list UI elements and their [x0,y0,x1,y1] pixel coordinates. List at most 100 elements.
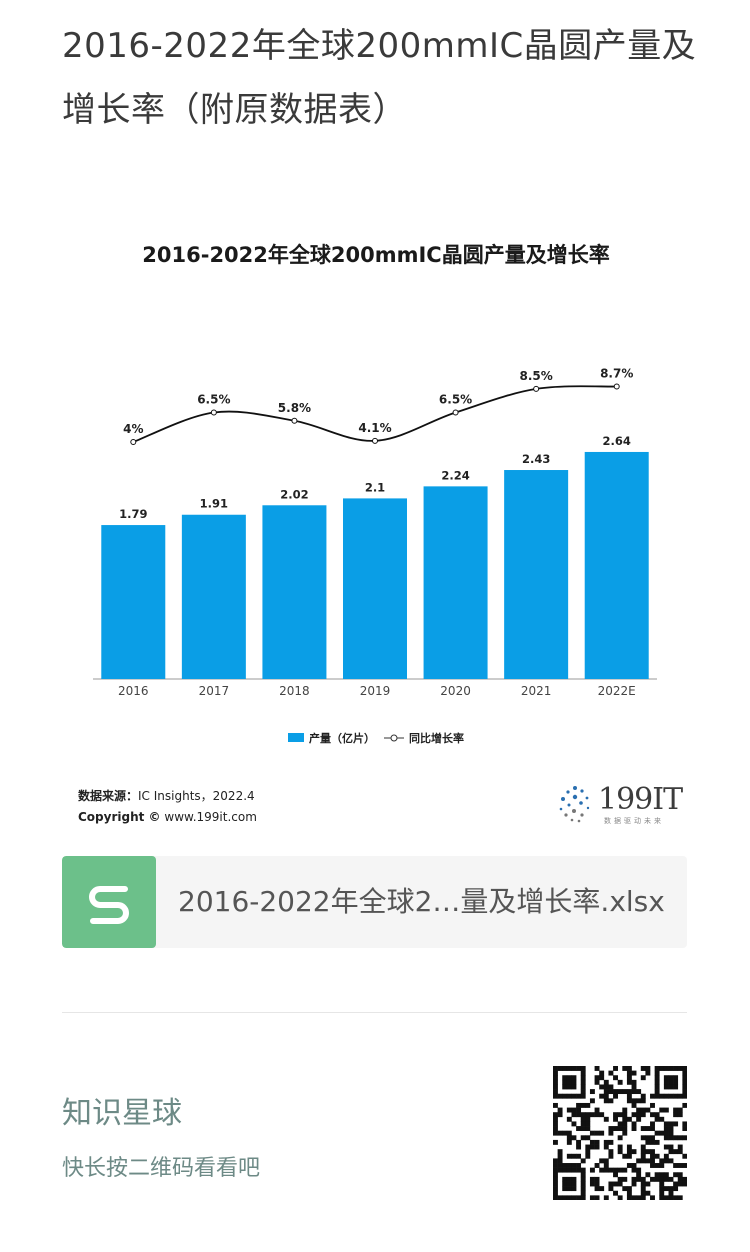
qr-module [603,1089,609,1095]
qr-module [663,1144,669,1150]
qr-module [663,1135,669,1141]
qr-module [589,1144,595,1150]
qr-module [645,1149,651,1155]
qr-module [636,1158,642,1164]
qr-module [640,1158,646,1164]
qr-module [553,1112,558,1118]
qr-module [640,1107,646,1113]
qr-module [553,1102,558,1108]
qr-module [603,1079,609,1085]
qr-module [576,1167,582,1173]
qr-module [631,1070,637,1076]
qr-module [650,1149,655,1155]
qr-module [654,1070,660,1076]
qr-module [571,1181,577,1187]
qr-module [580,1121,586,1127]
bar-value-label: 2.02 [280,487,308,501]
qr-module [594,1079,600,1085]
qr-module [571,1195,577,1200]
growth-point [291,417,298,424]
qr-module [585,1144,591,1150]
qr-module [562,1176,568,1182]
source-text: IC Insights，2022.4 [138,789,255,803]
qr-module [617,1195,623,1200]
qr-module [566,1153,572,1159]
qr-module [682,1075,687,1081]
qr-module [677,1066,683,1071]
qr-module [553,1167,558,1173]
qr-module [603,1098,609,1104]
x-tick-label: 2017 [199,684,230,698]
attachment-filename[interactable]: 2016-2022年全球2…量及增长率.xlsx [178,885,665,918]
qr-module [553,1093,558,1099]
qr-module [668,1144,674,1150]
qr-module [576,1107,582,1113]
attachment-card[interactable]: 2016-2022年全球2…量及增长率.xlsx [62,856,687,948]
qr-module [650,1139,655,1145]
qr-module [626,1066,632,1071]
qr-module [636,1089,642,1095]
qr-module [622,1121,628,1127]
chart-title: 2016-2022年全球200mmIC晶圆产量及增长率 [142,243,609,267]
qr-module [566,1163,572,1168]
qr-module [608,1186,614,1192]
qr-module [576,1112,582,1118]
qr-module [673,1121,679,1127]
qr-module [580,1126,586,1131]
qr-module [566,1167,572,1173]
qr-module [673,1112,679,1118]
qr-module [553,1130,558,1136]
qr-code[interactable] [553,1066,687,1200]
qr-module [654,1172,660,1178]
qr-module [562,1084,568,1090]
qr-module [589,1139,595,1145]
qr-module [631,1079,637,1085]
qr-module [640,1176,646,1182]
qr-module [650,1121,655,1127]
qr-module [580,1084,586,1090]
qr-module [608,1098,614,1104]
qr-module [585,1126,591,1131]
qr-module [571,1176,577,1182]
chart: 2016-2022年全球200mmIC晶圆产量及增长率 1.79 2016 1.91 2… [60,220,692,840]
qr-module [668,1176,674,1182]
qr-module [645,1126,651,1131]
qr-module [566,1093,572,1099]
qr-module [576,1126,582,1131]
qr-module [562,1075,568,1081]
qr-module [626,1153,632,1159]
growth-value-label: 5.8% [278,401,311,415]
qr-module [553,1070,558,1076]
qr-module [654,1084,660,1090]
chart-svg: 2016-2022年全球200mmIC晶圆产量及增长率 1.79 2016 1.91 2… [93,243,657,745]
qr-module [566,1066,572,1071]
growth-value-label: 4% [123,422,143,436]
qr-module [663,1079,669,1085]
qr-module [663,1186,669,1192]
legend-label-bar: 产量（亿片） [309,731,375,745]
bar [101,525,166,679]
legend-swatch-bar [288,733,304,742]
qr-module [631,1084,637,1090]
qr-module [553,1089,558,1095]
qr-module [668,1158,674,1164]
qr-module [594,1139,600,1145]
qr-module [663,1093,669,1099]
qr-module [566,1176,572,1182]
qr-module [659,1116,665,1122]
qr-module [585,1153,591,1159]
qr-module [622,1186,628,1192]
qr-module [677,1135,683,1141]
qr-module [580,1176,586,1182]
qr-module [557,1149,563,1155]
qr-module [553,1079,558,1085]
qr-module [599,1075,605,1081]
source-note: 数据来源：IC Insights，2022.4 Copyright © www.… [78,786,257,828]
qr-module [571,1107,577,1113]
qr-module [673,1075,679,1081]
qr-module [677,1176,683,1182]
qr-module [622,1167,628,1173]
qr-module [677,1112,683,1118]
qr-module [608,1084,614,1090]
qr-module [626,1144,632,1150]
